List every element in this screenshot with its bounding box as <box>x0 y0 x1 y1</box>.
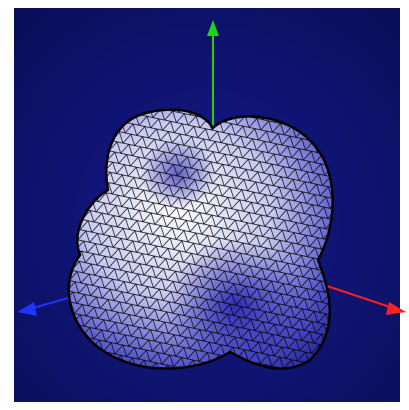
page: (() => { const data = JSON.parse(documen… <box>0 0 409 410</box>
render-view <box>0 0 409 410</box>
